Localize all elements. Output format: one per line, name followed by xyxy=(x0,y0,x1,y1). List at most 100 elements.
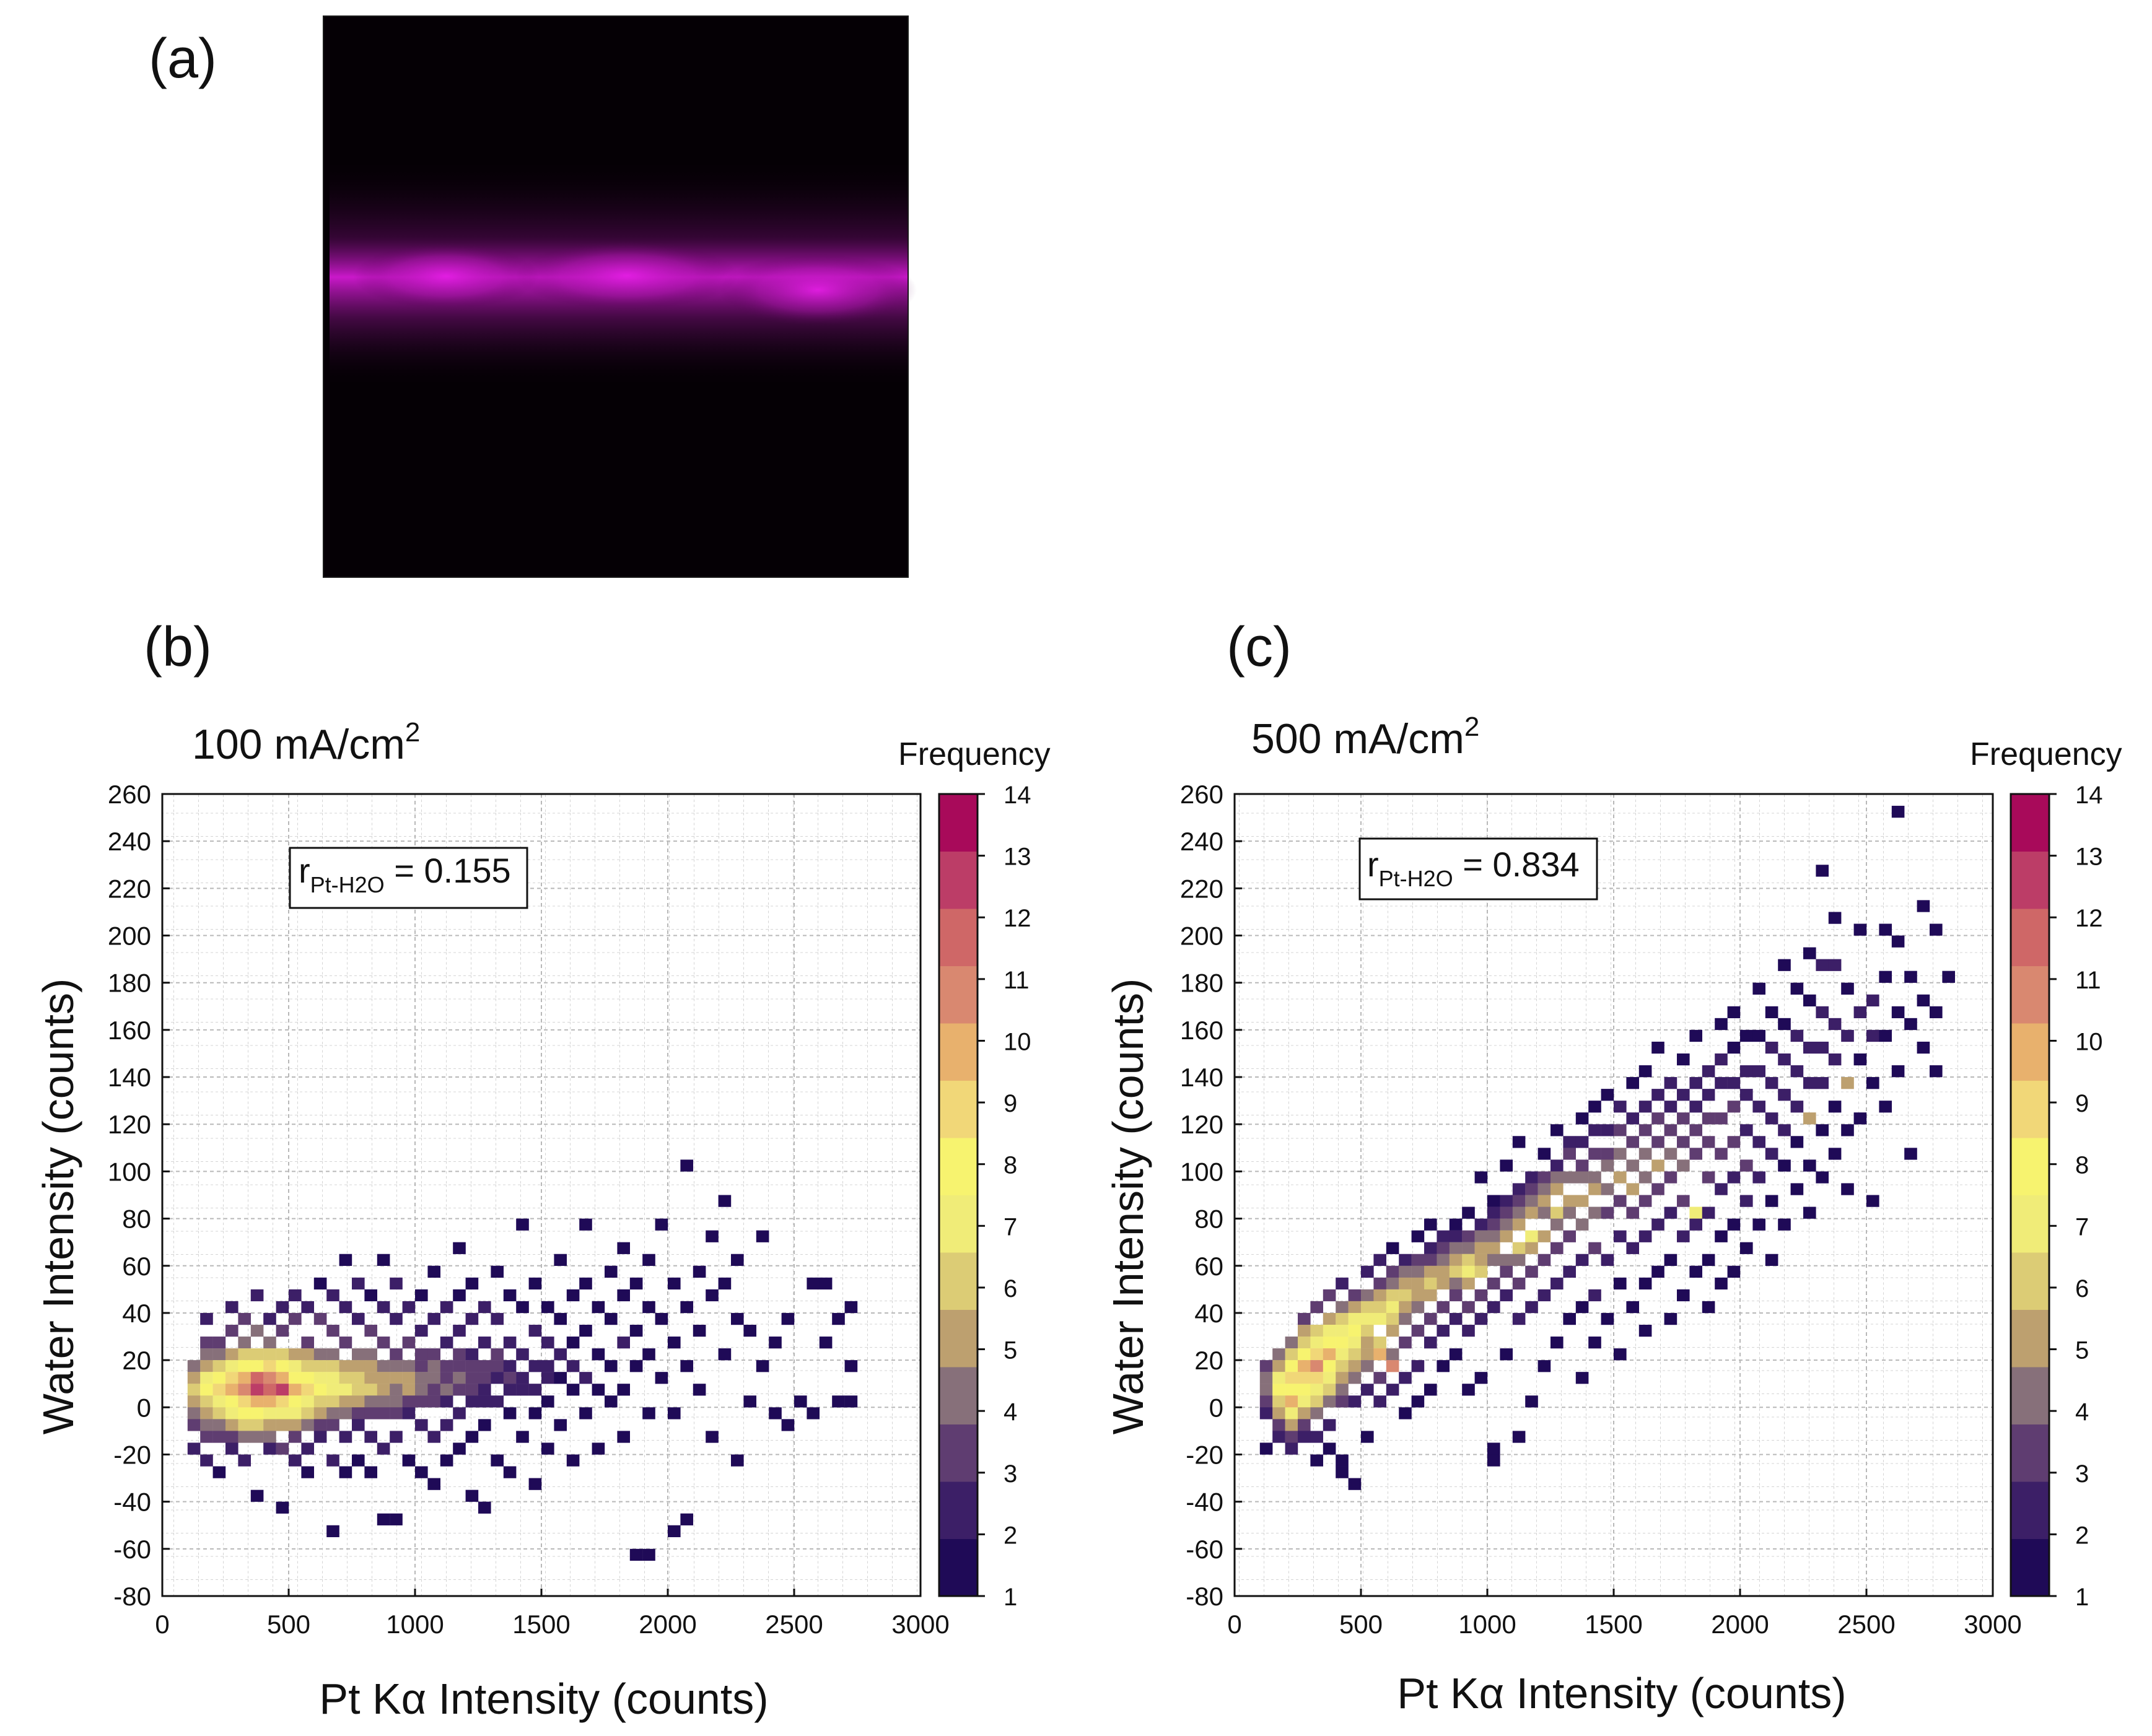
heatmap-bin-100 xyxy=(263,1431,276,1443)
heatmap-bin-500 xyxy=(1298,1395,1311,1408)
colorbar-swatch-100-4 xyxy=(939,1367,978,1424)
y-tick-label-500-20: 20 xyxy=(1194,1346,1223,1375)
heatmap-bin-100 xyxy=(364,1289,377,1302)
heatmap-bin-100 xyxy=(415,1360,428,1372)
heatmap-bin-500 xyxy=(1588,1101,1601,1113)
heatmap-bin-100 xyxy=(579,1324,592,1337)
colorbar-tick-label-500-3: 3 xyxy=(2075,1460,2089,1488)
correlation-prefix-500: r xyxy=(1367,845,1379,884)
heatmap-bin-500 xyxy=(1298,1431,1311,1443)
panel-label-b: (b) xyxy=(144,616,212,678)
heatmap-bin-500 xyxy=(1601,1254,1614,1266)
heatmap-bin-100 xyxy=(453,1407,466,1420)
heatmap-bin-500 xyxy=(1361,1301,1374,1314)
colorbar-tick-label-500-14: 14 xyxy=(2075,782,2103,809)
heatmap-bin-100 xyxy=(263,1442,276,1455)
y-tick-label-500-40: 40 xyxy=(1194,1299,1223,1328)
heatmap-bin-500 xyxy=(1348,1372,1362,1384)
heatmap-bin-100 xyxy=(301,1348,314,1361)
heatmap-bin-500 xyxy=(1575,1254,1589,1266)
heatmap-bin-500 xyxy=(1298,1312,1311,1325)
heatmap-bin-100 xyxy=(390,1348,403,1361)
heatmap-bin-500 xyxy=(1537,1289,1551,1302)
heatmap-bin-100 xyxy=(212,1395,226,1408)
heatmap-bin-100 xyxy=(503,1289,517,1302)
micrograph-hotspot-right xyxy=(719,254,917,326)
heatmap-bin-100 xyxy=(415,1419,428,1431)
heatmap-bin-100 xyxy=(794,1395,807,1408)
heatmap-bin-500 xyxy=(1411,1277,1425,1290)
micrograph-panel xyxy=(323,15,917,578)
heatmap-bin-500 xyxy=(1677,1289,1690,1302)
heatmap-bin-100 xyxy=(187,1372,201,1384)
colorbar-swatch-500-14 xyxy=(2011,794,2049,852)
correlation-value-500: = 0.834 xyxy=(1453,845,1580,884)
heatmap-bin-100 xyxy=(541,1337,554,1349)
colorbar-tick-label-100-11: 11 xyxy=(1004,967,1030,994)
heatmap-bin-100 xyxy=(225,1372,238,1384)
heatmap-bin-100 xyxy=(629,1548,643,1561)
heatmap-bin-500 xyxy=(1715,1018,1728,1031)
heatmap-bin-500 xyxy=(1424,1242,1437,1254)
heatmap-bin-500 xyxy=(1462,1301,1475,1314)
heatmap-bin-500 xyxy=(1727,1265,1741,1278)
heatmap-bin-100 xyxy=(200,1431,213,1443)
heatmap-bin-500 xyxy=(1879,923,1892,936)
heatmap-bin-500 xyxy=(1323,1289,1336,1302)
heatmap-bin-100 xyxy=(453,1289,466,1302)
heatmap-bin-100 xyxy=(200,1312,213,1325)
heatmap-bin-100 xyxy=(377,1407,390,1420)
heatmap-bin-500 xyxy=(1373,1348,1386,1361)
heatmap-bin-100 xyxy=(276,1419,289,1431)
heatmap-bin-500 xyxy=(1614,1230,1627,1242)
heatmap-bin-100 xyxy=(807,1407,820,1420)
heatmap-bin-500 xyxy=(1525,1183,1538,1195)
heatmap-bin-500 xyxy=(1437,1301,1450,1314)
heatmap-bin-100 xyxy=(339,1395,352,1408)
heatmap-bin-500 xyxy=(1677,1195,1690,1207)
heatmap-bin-100 xyxy=(832,1395,845,1408)
correlation-subscript-100: Pt-H2O xyxy=(310,872,385,897)
heatmap-bin-500 xyxy=(1930,923,1943,936)
heatmap-bin-500 xyxy=(1512,1218,1526,1231)
heatmap-bin-100 xyxy=(364,1348,377,1361)
heatmap-bin-100 xyxy=(250,1324,264,1337)
heatmap-bin-500 xyxy=(1651,1159,1664,1172)
heatmap-bin-100 xyxy=(263,1337,276,1349)
colorbar-swatch-500-5 xyxy=(2011,1309,2049,1367)
heatmap-bin-500 xyxy=(1790,1183,1804,1195)
heatmap-bin-100 xyxy=(465,1372,479,1384)
heatmap-bin-500 xyxy=(1879,971,1892,983)
heatmap-bin-500 xyxy=(1778,1218,1791,1231)
heatmap-bin-500 xyxy=(1677,1112,1690,1125)
heatmap-bin-500 xyxy=(1537,1254,1551,1266)
heatmap-bin-500 xyxy=(1285,1360,1298,1372)
heatmap-bin-100 xyxy=(377,1513,390,1525)
heatmap-bin-100 xyxy=(465,1490,479,1502)
heatmap-bin-100 xyxy=(313,1277,327,1290)
heatmap-bin-100 xyxy=(326,1525,339,1537)
heatmap-bin-100 xyxy=(250,1372,264,1384)
heatmap-bin-100 xyxy=(617,1431,630,1443)
heatmap-bin-500 xyxy=(1285,1419,1298,1431)
heatmap-bin-500 xyxy=(1537,1171,1551,1184)
heatmap-bin-100 xyxy=(528,1277,542,1290)
heatmap-bin-100 xyxy=(339,1407,352,1420)
heatmap-bin-500 xyxy=(1525,1195,1538,1207)
heatmap-bin-500 xyxy=(1500,1230,1513,1242)
heatmap-bin-500 xyxy=(1373,1289,1386,1302)
heatmap-bin-500 xyxy=(1917,900,1930,912)
colorbar-frame-500 xyxy=(2010,793,2050,1597)
heatmap-bin-500 xyxy=(1474,1242,1488,1254)
heatmap-bin-500 xyxy=(1310,1372,1323,1384)
heatmap-bin-100 xyxy=(212,1372,226,1384)
heatmap-bin-100 xyxy=(289,1454,302,1467)
heatmap-bin-100 xyxy=(313,1431,327,1443)
y-tick-label-500-100: 100 xyxy=(1180,1157,1223,1186)
heatmap-bin-500 xyxy=(1689,1101,1702,1113)
heatmap-bin-100 xyxy=(313,1360,327,1372)
heatmap-bin-500 xyxy=(1323,1312,1336,1325)
heatmap-bin-100 xyxy=(377,1254,390,1266)
heatmap-bin-100 xyxy=(503,1360,517,1372)
